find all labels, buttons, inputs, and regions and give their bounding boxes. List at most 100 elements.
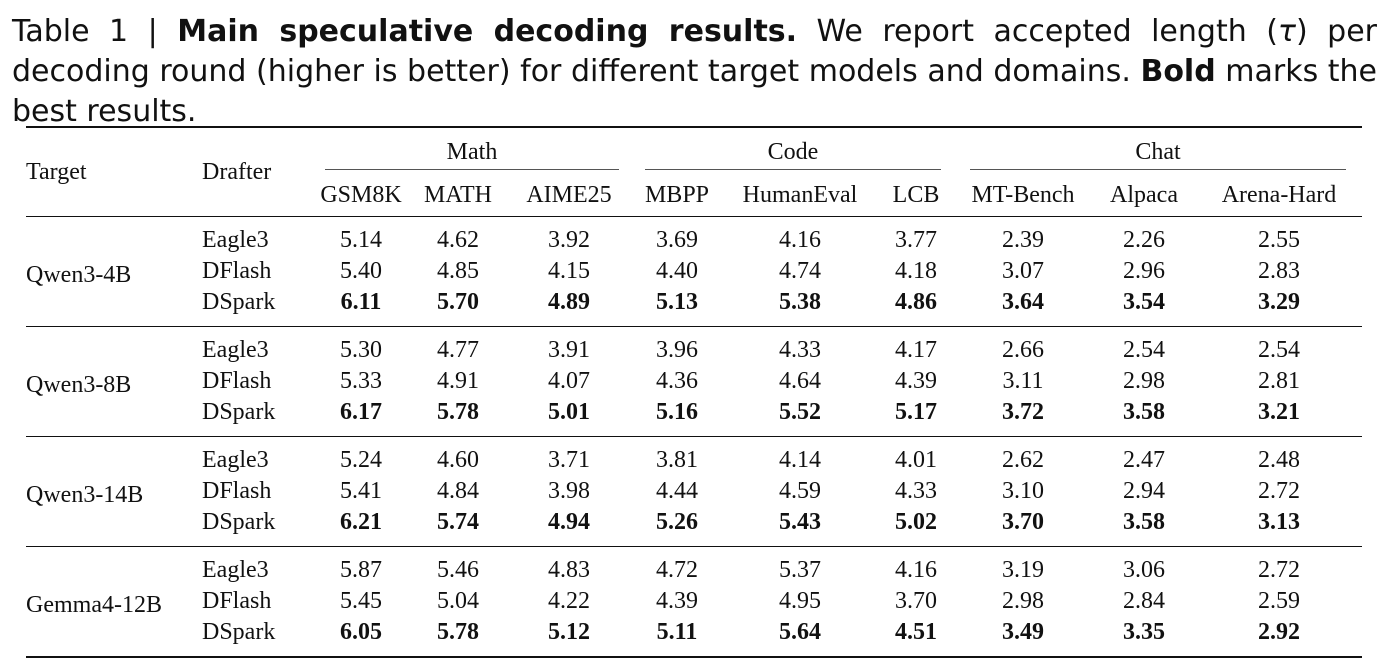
value-cell: 4.72	[656, 557, 698, 583]
value-cell: 4.62	[437, 227, 479, 253]
value-cell: 3.81	[656, 447, 698, 473]
drafter-cell: DSpark	[202, 509, 276, 535]
value-cell: 2.72	[1258, 557, 1300, 583]
value-cell: 4.94	[548, 509, 590, 535]
value-cell: 4.36	[656, 368, 698, 394]
value-cell: 3.19	[1002, 557, 1044, 583]
value-cell: 4.33	[895, 478, 937, 504]
target-model-cell: Qwen3-8B	[26, 372, 132, 398]
caption-prefix: Table 1 |	[12, 14, 178, 49]
header-drafter: Drafter	[202, 158, 272, 185]
drafter-cell: DFlash	[202, 368, 272, 394]
value-cell: 4.86	[895, 289, 937, 315]
value-cell: 4.84	[437, 478, 479, 504]
value-cell: 4.51	[895, 619, 937, 645]
column-header: LCB	[892, 181, 940, 208]
table-row: Qwen3-14B Eagle3 5.24 4.60 3.71 3.81 4.14 4.01 2…	[26, 436, 1362, 508]
header-group-code: Code	[632, 127, 954, 174]
value-cell: 4.83	[548, 557, 590, 583]
target-model-cell: Gemma4-12B	[26, 592, 162, 618]
value-cell: 4.60	[437, 447, 479, 473]
table-body: Qwen3-4B Eagle3 5.14 4.62 3.92 3.69 4.16 3.77 2.…	[26, 216, 1362, 657]
value-cell: 3.70	[895, 588, 937, 614]
value-cell: 2.39	[1002, 227, 1044, 253]
value-cell: 2.66	[1002, 337, 1044, 363]
table-row: DSpark 6.21 5.74 4.94 5.26 5.43 5.02 3.70 3.58 3.…	[26, 507, 1362, 547]
value-cell: 3.72	[1002, 399, 1044, 425]
value-cell: 2.26	[1123, 227, 1165, 253]
value-cell: 2.55	[1258, 227, 1300, 253]
value-cell: 4.95	[779, 588, 821, 614]
header-column-row: GSM8K MATH AIME25 MBPP HumanEval LCB MT-…	[26, 174, 1362, 217]
value-cell: 4.39	[656, 588, 698, 614]
drafter-cell: DSpark	[202, 619, 276, 645]
drafter-cell: Eagle3	[202, 227, 269, 253]
value-cell: 2.54	[1123, 337, 1165, 363]
value-cell: 4.44	[656, 478, 698, 504]
header-group-math: Math	[312, 127, 632, 174]
value-cell: 4.64	[779, 368, 821, 394]
drafter-cell: Eagle3	[202, 557, 269, 583]
value-cell: 5.11	[656, 619, 698, 645]
group-label-code: Code	[644, 139, 942, 170]
value-cell: 5.41	[340, 478, 382, 504]
value-cell: 5.78	[437, 619, 479, 645]
value-cell: 6.21	[340, 509, 382, 535]
value-cell: 5.14	[340, 227, 382, 253]
table-caption: Table 1 | Main speculative decoding resu…	[12, 12, 1377, 132]
table-row: Qwen3-8B Eagle3 5.30 4.77 3.91 3.96 4.33 4.17 2.…	[26, 326, 1362, 398]
value-cell: 3.06	[1123, 557, 1165, 583]
drafter-cell: DFlash	[202, 258, 272, 284]
value-cell: 5.38	[779, 289, 821, 315]
value-cell: 4.39	[895, 368, 937, 394]
value-cell: 4.77	[437, 337, 479, 363]
column-header: AIME25	[526, 181, 612, 208]
value-cell: 5.13	[656, 289, 698, 315]
value-cell: 4.15	[548, 258, 590, 284]
drafter-cell: DFlash	[202, 588, 272, 614]
value-cell: 3.71	[548, 447, 590, 473]
value-cell: 4.22	[548, 588, 590, 614]
value-cell: 5.46	[437, 557, 479, 583]
table-row: DFlash 5.41 4.84 3.98 4.44 4.59 4.33 3.10 2.94 2.…	[26, 476, 1362, 507]
value-cell: 5.37	[779, 557, 821, 583]
value-cell: 5.26	[656, 509, 698, 535]
value-cell: 3.91	[548, 337, 590, 363]
column-header: MT-Bench	[971, 181, 1075, 208]
column-header: GSM8K	[320, 181, 402, 208]
value-cell: 5.52	[779, 399, 821, 425]
value-cell: 3.69	[656, 227, 698, 253]
value-cell: 5.33	[340, 368, 382, 394]
value-cell: 4.74	[779, 258, 821, 284]
value-cell: 5.70	[437, 289, 479, 315]
caption-bold-title: Main speculative decoding results.	[177, 14, 798, 49]
table-row: DSpark 6.17 5.78 5.01 5.16 5.52 5.17 3.72 3.58 3.…	[26, 397, 1362, 437]
value-cell: 3.77	[895, 227, 937, 253]
value-cell: 2.47	[1123, 447, 1165, 473]
value-cell: 5.01	[548, 399, 590, 425]
value-cell: 5.16	[656, 399, 698, 425]
table-row: DSpark 6.05 5.78 5.12 5.11 5.64 4.51 3.49 3.35 2.…	[26, 617, 1362, 657]
target-model-cell: Qwen3-14B	[26, 482, 144, 508]
value-cell: 4.17	[895, 337, 937, 363]
value-cell: 3.58	[1123, 509, 1165, 535]
value-cell: 5.17	[895, 399, 937, 425]
header-group-chat: Chat	[954, 127, 1362, 174]
value-cell: 3.70	[1002, 509, 1044, 535]
column-header: HumanEval	[742, 181, 858, 208]
header-target: Target	[26, 158, 87, 185]
value-cell: 3.92	[548, 227, 590, 253]
value-cell: 2.83	[1258, 258, 1300, 284]
value-cell: 2.72	[1258, 478, 1300, 504]
value-cell: 3.10	[1002, 478, 1044, 504]
value-cell: 2.62	[1002, 447, 1044, 473]
value-cell: 3.35	[1123, 619, 1165, 645]
group-label-chat: Chat	[970, 139, 1346, 170]
column-header: Arena-Hard	[1221, 181, 1337, 208]
table-row: DFlash 5.33 4.91 4.07 4.36 4.64 4.39 3.11 2.98 2.…	[26, 366, 1362, 397]
value-cell: 3.13	[1258, 509, 1300, 535]
drafter-cell: Eagle3	[202, 337, 269, 363]
value-cell: 3.29	[1258, 289, 1300, 315]
value-cell: 2.98	[1123, 368, 1165, 394]
value-cell: 6.11	[340, 289, 382, 315]
